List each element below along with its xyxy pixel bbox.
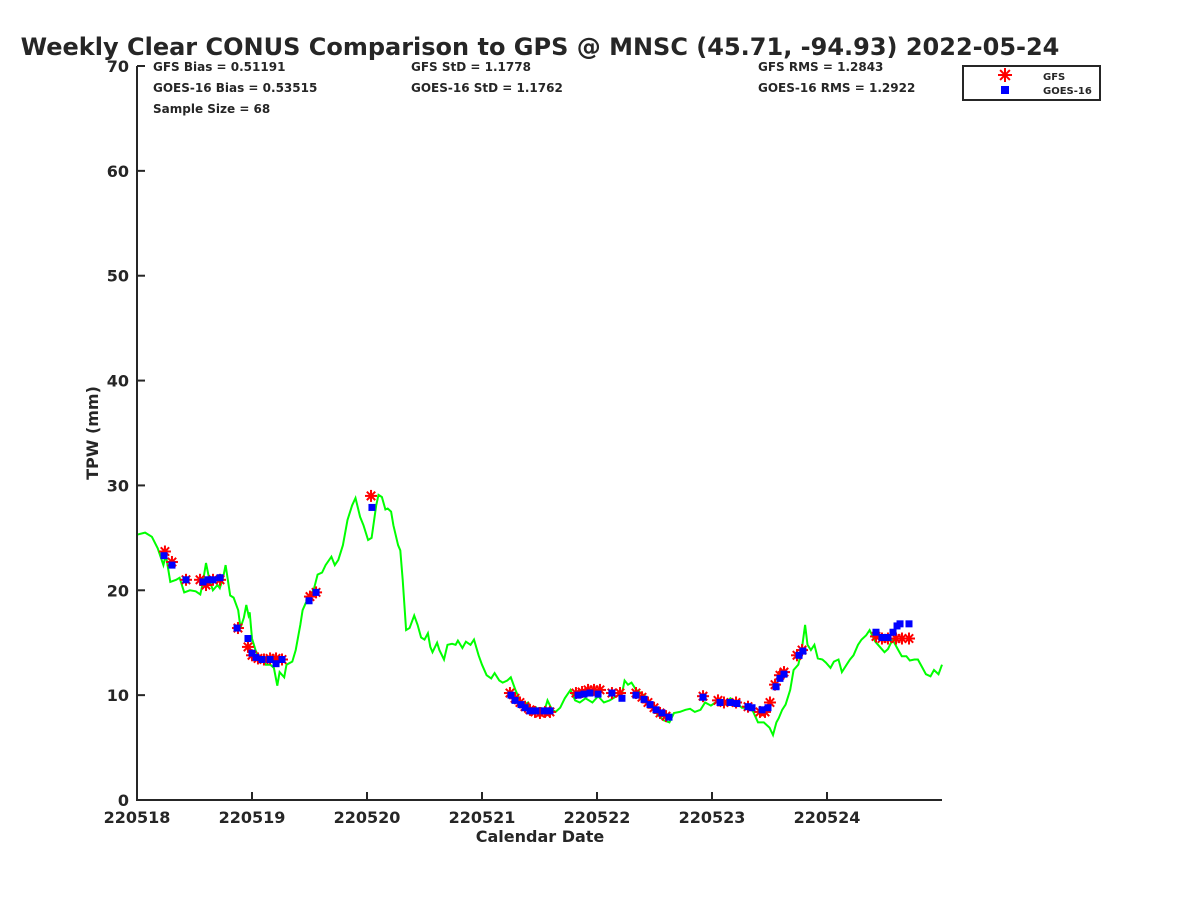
gfs-marker-layer xyxy=(158,489,915,723)
goes-point xyxy=(182,576,190,584)
goes-point xyxy=(368,503,376,511)
gfs-point xyxy=(902,632,915,645)
stats-annotations: GFS Bias = 0.51191 GOES-16 Bias = 0.5351… xyxy=(153,60,915,116)
y-tick-label: 30 xyxy=(107,476,129,495)
x-tick-label: 220524 xyxy=(794,808,861,827)
goes-point xyxy=(889,628,897,636)
x-tick-label: 220523 xyxy=(679,808,746,827)
y-tick-label: 40 xyxy=(107,372,129,391)
goes-point xyxy=(266,655,274,663)
goes-point xyxy=(511,696,519,704)
goes-point xyxy=(507,691,515,699)
goes-point xyxy=(521,704,529,712)
x-tick-label: 220522 xyxy=(564,808,631,827)
goes-point xyxy=(726,698,734,706)
goes-point xyxy=(872,628,880,636)
goes-point xyxy=(665,713,673,721)
y-tick-label: 50 xyxy=(107,267,129,286)
goes-point xyxy=(204,576,212,584)
goes-point xyxy=(258,655,266,663)
goes-point xyxy=(248,649,256,657)
gfs-std-text: GFS StD = 1.1778 xyxy=(411,60,531,74)
goes-point xyxy=(758,706,766,714)
plot-area xyxy=(136,489,943,738)
goes-point xyxy=(905,620,913,628)
goes-point xyxy=(733,700,741,708)
goes-point xyxy=(278,655,286,663)
goes-std-text: GOES-16 StD = 1.1762 xyxy=(411,81,563,95)
goes-point xyxy=(199,578,207,586)
goes-point xyxy=(716,698,724,706)
x-tick-label: 220518 xyxy=(104,808,171,827)
goes-marker-layer xyxy=(160,503,913,721)
goes-point xyxy=(209,576,217,584)
goes-point xyxy=(795,651,803,659)
goes-point xyxy=(652,706,660,714)
legend-gfs-label: GFS xyxy=(1043,72,1065,83)
goes-point xyxy=(776,674,784,682)
goes-point xyxy=(772,683,780,691)
goes-point xyxy=(699,693,707,701)
axis-ticks: 220518 220519 220520 220521 220522 220523 2205… xyxy=(104,57,861,827)
gps-series-line xyxy=(136,493,943,738)
goes-point xyxy=(632,691,640,699)
goes-point xyxy=(618,694,626,702)
goes-point xyxy=(272,660,280,668)
goes-bias-text: GOES-16 Bias = 0.53515 xyxy=(153,81,317,95)
x-axis-label: Calendar Date xyxy=(476,827,605,846)
goes-point xyxy=(586,689,594,697)
y-tick-label: 0 xyxy=(118,791,129,810)
legend-goes-square-icon xyxy=(1001,86,1009,94)
goes-point xyxy=(580,690,588,698)
goes-point xyxy=(517,701,525,709)
goes-point xyxy=(168,561,176,569)
goes-point xyxy=(532,707,540,715)
gfs-point xyxy=(365,489,378,502)
legend: GFS GOES-16 xyxy=(962,65,1101,101)
legend-box xyxy=(962,65,1101,101)
goes-point xyxy=(526,707,534,715)
goes-point xyxy=(646,701,654,709)
y-axis-label: TPW (mm) xyxy=(83,386,102,480)
goes-point xyxy=(658,709,666,717)
goes-point xyxy=(884,633,892,641)
goes-point xyxy=(640,695,648,703)
goes-point xyxy=(244,635,252,643)
y-tick-label: 70 xyxy=(107,57,129,76)
goes-point xyxy=(312,588,320,596)
goes-point xyxy=(764,704,772,712)
legend-gfs-star xyxy=(998,68,1012,82)
goes-point xyxy=(233,624,241,632)
goes-point xyxy=(546,707,554,715)
goes-point xyxy=(799,647,807,655)
y-tick-label: 20 xyxy=(107,581,129,600)
goes-point xyxy=(574,691,582,699)
gfs-bias-text: GFS Bias = 0.51191 xyxy=(153,60,285,74)
goes-point xyxy=(878,633,886,641)
goes-rms-text: GOES-16 RMS = 1.2922 xyxy=(758,81,915,95)
goes-point xyxy=(160,552,168,560)
legend-gfs-star-icon xyxy=(998,68,1012,82)
goes-point xyxy=(744,703,752,711)
goes-point xyxy=(780,670,788,678)
goes-point xyxy=(594,690,602,698)
y-tick-label: 10 xyxy=(107,686,129,705)
goes-point xyxy=(608,689,616,697)
gfs-rms-text: GFS RMS = 1.2843 xyxy=(758,60,883,74)
y-tick-label: 60 xyxy=(107,162,129,181)
gps-line-layer xyxy=(136,493,943,738)
x-tick-label: 220520 xyxy=(334,808,401,827)
x-tick-label: 220519 xyxy=(219,808,286,827)
goes-point xyxy=(305,597,313,605)
legend-goes-label: GOES-16 xyxy=(1043,86,1092,97)
goes-point xyxy=(216,574,224,582)
goes-point xyxy=(748,704,756,712)
sample-size-text: Sample Size = 68 xyxy=(153,102,270,116)
x-tick-label: 220521 xyxy=(449,808,516,827)
goes-point xyxy=(540,707,548,715)
chart-title: Weekly Clear CONUS Comparison to GPS @ M… xyxy=(21,33,1060,61)
goes-point xyxy=(896,620,904,628)
goes-point xyxy=(252,653,260,661)
